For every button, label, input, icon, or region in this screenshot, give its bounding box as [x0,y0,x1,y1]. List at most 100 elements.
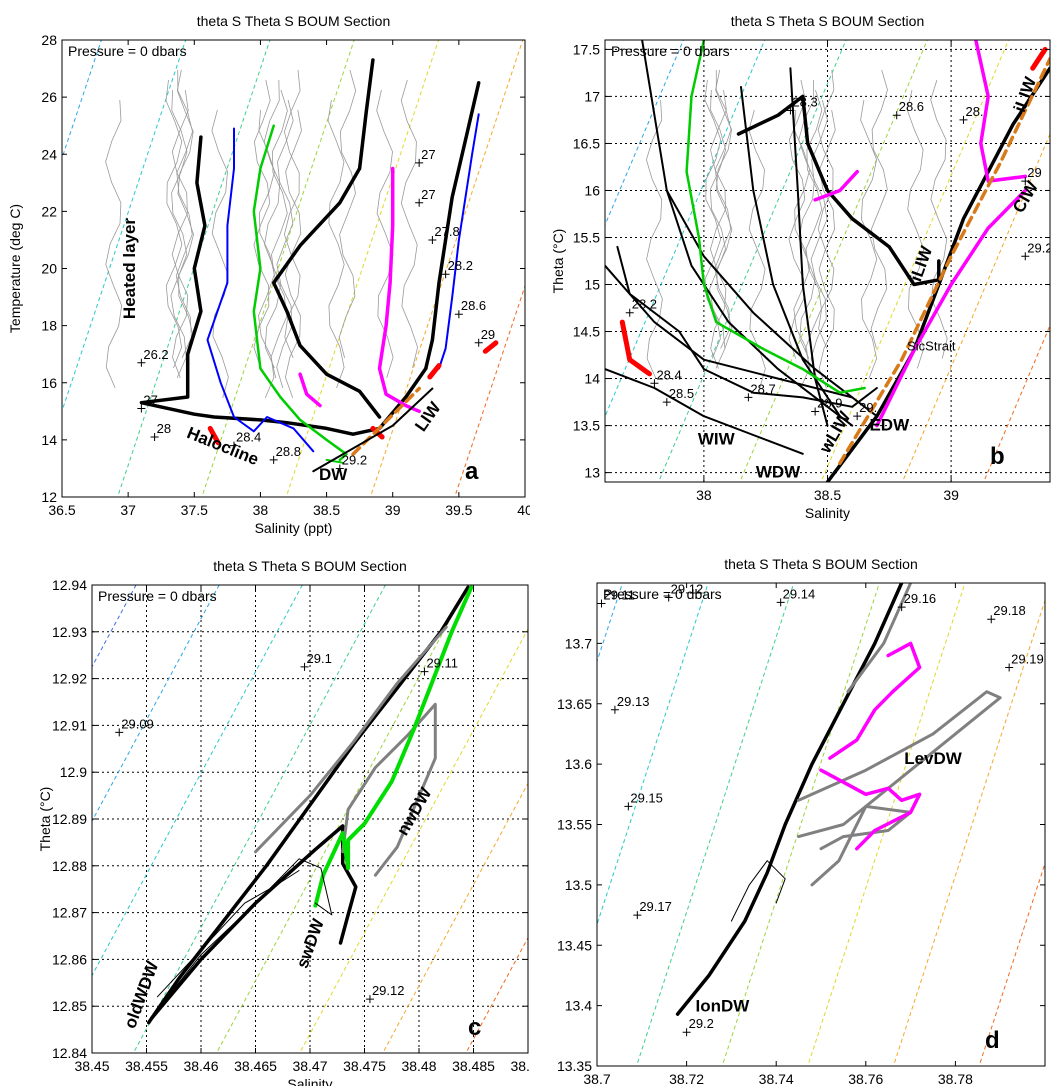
y-tick-label: 12.93 [52,624,87,640]
y-tick-label: 12.91 [52,717,87,733]
y-tick-label: 13.5 [573,418,600,434]
annotation-label: iLIW [906,243,936,284]
isopycnal-label: 29.18 [993,603,1026,618]
x-tick-label: 38.455 [125,1058,168,1074]
isopycnal-marker [415,158,424,167]
isopycnal-marker [1021,177,1030,186]
background-profile [715,69,733,349]
isopycnal-label: 29.13 [617,694,650,709]
series-line-7 [298,372,322,408]
background-profile [170,89,188,379]
y-tick-label: 12.94 [52,577,87,593]
isopycnal-line [285,40,440,497]
x-tick-label: 38.475 [343,1058,386,1074]
y-tick-label: 12.86 [52,951,87,967]
isopycnal-marker [137,358,146,367]
chart-title: theta S Theta S BOUM Section [213,558,407,574]
isopycnal-line [465,936,528,1053]
y-tick-label: 13.55 [557,817,592,833]
background-profile [211,109,229,399]
annotation-label: iLIW [1010,74,1040,115]
y-tick-label: 16 [584,182,600,198]
y-tick-label: 13.6 [565,756,592,772]
y-axis-label: Temperature (deg C) [7,204,23,333]
pressure-label: Pressure = 0 dbars [603,586,722,602]
series-line-11 [813,169,859,202]
series-line-0 [616,245,878,408]
series-line-1 [150,824,358,1020]
y-tick-label: 13.35 [557,1058,592,1074]
plot-area: 29.11 29.12 29.14 29.16 29.18 29.19 29.13 29.15… [530,573,1045,1076]
y-tick-label: 13.4 [565,998,592,1014]
annotation-label: DW [319,465,348,484]
plot-area: 26.2272828.428.829.2272727.828.228.629He… [62,40,525,497]
x-tick-label: 38.5 [814,487,841,503]
isopycnal-label: 29.2 [689,1016,714,1031]
panel-c: theta S Theta S BOUM Section 29.09 29.1 29.… [37,558,530,1086]
x-tick-label: 40 [517,502,530,518]
isopycnal-line [530,573,540,1076]
isopycnal-marker [664,593,673,602]
isopycnal-label: 26.2 [143,347,168,362]
pressure-label: Pressure = 0 dbars [98,588,217,604]
x-tick-label: 38.72 [669,1071,704,1086]
background-profile [870,69,888,349]
isopycnal-label: 28.4 [656,367,681,382]
background-profile [171,89,189,379]
series-line-15 [838,57,1050,465]
y-tick-label: 12 [41,489,57,505]
isopycnal-marker [987,615,996,624]
isopycnal-marker [335,464,344,473]
x-tick-label: 36.5 [48,502,75,518]
x-tick-label: 38.47 [292,1058,327,1074]
isopycnal-marker [892,111,901,120]
x-tick-label: 37.5 [181,502,208,518]
series-line-1 [271,58,382,419]
x-tick-label: 38.465 [234,1058,277,1074]
x-tick-label: 38.48 [401,1058,436,1074]
annotation-label: SicStrait [907,338,956,353]
isopycnal-line [657,40,847,482]
series-line-0 [139,135,428,436]
background-profile [400,79,419,368]
background-profile [817,69,835,349]
series-line-0 [675,583,904,1016]
background-profile [338,69,357,359]
series-line-2 [424,81,481,371]
isopycnal-label: 29. [859,400,877,415]
x-tick-label: 38 [696,487,712,503]
isopycnal-label: 29.12 [372,983,405,998]
isopycnal-marker [415,198,424,207]
isopycnal-marker [269,455,278,464]
background-profile [645,99,663,379]
isopycnal-marker [420,667,429,676]
y-tick-label: 12.9 [60,764,87,780]
x-tick-label: 38.7 [583,1071,610,1086]
series-line-5 [605,264,854,399]
axes-frame [596,582,1046,1067]
series-line-3 [206,127,315,453]
isopycnal-label: 29.15 [630,790,663,805]
y-tick-label: 15.5 [573,229,600,245]
background-profile [276,99,294,389]
y-tick-label: 12.87 [52,905,87,921]
background-profile [709,89,727,369]
isopycnal-line [215,585,470,1053]
series-line-4 [665,189,878,418]
isopycnal-label: 29.1 [307,651,332,666]
background-profile [788,79,806,359]
annotation-label: CIW [1009,177,1042,216]
x-tick-label: 38.45 [74,1058,109,1074]
background-profile [798,79,816,359]
isopycnal-label: 29.14 [783,586,816,601]
y-tick-label: 14 [584,371,600,387]
y-tick-label: 28 [41,32,57,48]
isopycnal-marker [229,441,238,450]
series-line-4 [828,641,922,760]
y-tick-label: 15 [584,277,600,293]
annotation-label: LevDW [904,749,963,768]
annotation-label: WDW [756,462,801,481]
background-profile [165,79,183,369]
isopycnal-marker [897,603,906,612]
